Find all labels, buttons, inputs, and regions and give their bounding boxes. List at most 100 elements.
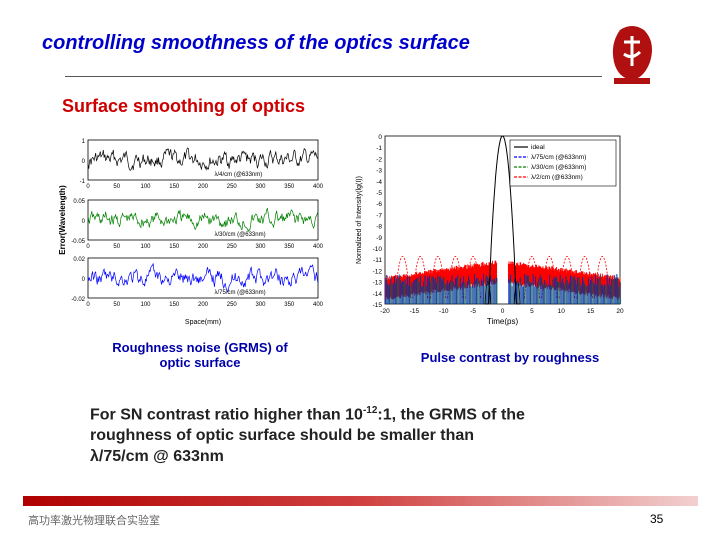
footer-bar [23,496,698,506]
roughness-annotation-2: λ/30/cm (@633nm) [215,232,266,238]
left-caption-line1: Roughness noise (GRMS) of [112,340,288,355]
left-caption: Roughness noise (GRMS) of optic surface [80,340,320,370]
pulse-ytick: -11 [373,257,382,264]
pulse-ytick: -10 [373,246,383,253]
roughness-ytick: 1 [82,139,86,145]
pulse-ytick: -12 [373,268,383,275]
roughness-xtick: 300 [255,302,266,308]
pulse-ytick: -8 [376,224,382,231]
pulse-contrast-chart: 0-1-2-3-4-5-6-7-8-9-10-11-12-13-14-15-20… [356,134,624,326]
pulse-ytick: -14 [373,291,383,298]
roughness-xtick: 350 [284,302,295,308]
pulse-ytick: -4 [376,179,382,186]
pulse-xtick: 15 [587,308,595,315]
roughness-ytick: -0.05 [71,239,85,245]
slide-title: controlling smoothness of the optics sur… [42,32,470,54]
pulse-sidelobes-lambda2 [394,256,611,299]
pulse-ytick: -7 [376,212,382,219]
roughness-xtick: 100 [140,302,151,308]
pulse-ytick: -5 [376,190,382,197]
conclusion-exponent: -12 [362,405,378,416]
roughness-panel-1 [87,139,319,181]
roughness-trace-1 [87,147,319,171]
roughness-panel-2 [87,199,319,241]
roughness-trace-3 [87,263,319,293]
pulse-xtick: -10 [439,308,449,315]
roughness-panel-3 [87,257,319,299]
roughness-xtick: 150 [169,244,180,250]
roughness-xtick: 50 [113,244,120,250]
roughness-xtick: 200 [198,244,209,250]
pulse-xlabel: Time(ps) [487,317,519,326]
roughness-ylabel: Error(Wavelength) [58,185,67,255]
roughness-ytick: 0 [82,219,86,225]
pulse-xtick: 0 [501,308,505,315]
roughness-ytick: 0 [82,277,86,283]
pulse-legend-label-2: λ/75/cm (@633nm) [531,154,586,161]
pulse-xtick: -5 [470,308,476,315]
pulse-ytick: -13 [373,280,383,287]
pulse-legend-label-1: ideal [531,144,545,151]
roughness-xtick: 0 [86,244,90,250]
roughness-xtick: 400 [313,184,324,190]
page-number: 35 [650,512,664,526]
pulse-xtick: 5 [530,308,534,315]
pulse-ytick: -2 [376,156,382,163]
conclusion-text: For SN contrast ratio higher than 10-12:… [90,400,650,467]
pulse-legend-box [509,139,617,187]
roughness-ytick: -0.02 [71,297,85,303]
roughness-xtick: 250 [227,302,238,308]
roughness-trace-2 [87,207,319,233]
institute-logo-icon [612,26,652,84]
pulse-xtick: -15 [410,308,420,315]
roughness-ytick: 0.05 [73,199,85,205]
right-caption: Pulse contrast by roughness [420,350,600,365]
roughness-xtick: 350 [284,244,295,250]
pulse-xtick: -20 [380,308,390,315]
roughness-xtick: 400 [313,302,324,308]
pulse-legend: ideal λ/75/cm (@633nm) λ/30/cm (@633nm) λ/2… [509,139,617,187]
pulse-xtick: 10 [558,308,566,315]
slide-subtitle: Surface smoothing of optics [62,96,306,116]
left-caption-line2: optic surface [159,355,241,370]
roughness-ytick: -1 [80,179,86,185]
roughness-xtick: 100 [140,244,151,250]
roughness-xtick: 200 [198,184,209,190]
roughness-xtick: 300 [255,184,266,190]
pulse-ytick: -1 [376,145,382,152]
roughness-ytick: 0 [82,159,86,165]
pulse-ytick: -15 [373,302,383,309]
pulse-legend-label-4: λ/2/cm (@633nm) [531,174,583,181]
pulse-series-ideal [484,135,521,305]
pulse-ytick: 0 [378,134,382,141]
roughness-annotation-1: λ/4/cm (@633nm) [215,172,263,178]
pulse-ytick: -3 [376,168,382,175]
roughness-xlabel: Space(mm) [185,319,221,326]
pulse-series-lambda75 [384,273,621,304]
roughness-xtick: 150 [169,302,180,308]
title-divider [65,76,602,77]
conclusion-line1-pre: For SN contrast ratio higher than 10 [90,406,363,424]
roughness-annotation-3: λ/75/cm (@633nm) [215,290,266,296]
conclusion-line1-post: :1, the GRMS of the [377,406,525,424]
roughness-xtick: 350 [284,184,295,190]
roughness-xtick: 300 [255,244,266,250]
pulse-legend-label-3: λ/30/cm (@633nm) [531,164,586,171]
pulse-ytick: -6 [376,201,382,208]
roughness-xtick: 100 [140,184,151,190]
pulse-ideal-sidelobes [484,281,521,305]
roughness-ytick: 0.02 [73,257,85,263]
pulse-xtick: 20 [616,308,624,315]
roughness-xtick: 50 [113,184,120,190]
roughness-xtick: 0 [86,184,90,190]
footer-lab-name: 高功率激光物理联合实验室 [28,515,160,527]
roughness-xtick: 50 [113,302,120,308]
pulse-ylabel: Normalized of Intensity(lg(I)) [356,176,363,264]
roughness-xtick: 150 [169,184,180,190]
roughness-xtick: 400 [313,244,324,250]
roughness-xtick: 200 [198,302,209,308]
pulse-ytick: -9 [376,235,382,242]
conclusion-line3: λ/75/cm @ 633nm [90,448,224,466]
roughness-xtick: 250 [227,184,238,190]
